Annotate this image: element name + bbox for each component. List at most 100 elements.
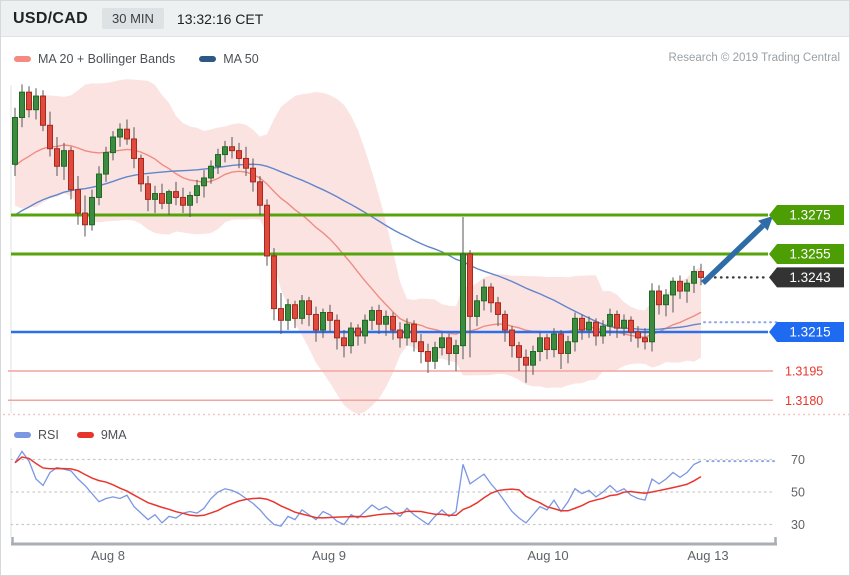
x-axis-date-label: Aug 8: [91, 548, 125, 563]
interval-selector[interactable]: 30 MIN: [102, 8, 164, 29]
candle-body: [411, 323, 417, 343]
price-badge-text: 1.3255: [789, 247, 830, 262]
candle-body: [264, 204, 270, 257]
candle-body: [117, 128, 123, 138]
legend-item-9ma: 9MA: [76, 428, 127, 442]
candle-body: [390, 315, 396, 331]
candle-body: [355, 327, 361, 337]
candle-body: [586, 321, 592, 331]
price-badge-shape: [769, 322, 844, 342]
rsi-swatch-icon: [14, 432, 31, 438]
legend-item-rsi: RSI: [14, 428, 59, 442]
candle-body: [54, 148, 60, 167]
candle-body: [488, 286, 494, 304]
price-badge-1.3275: 1.3275: [769, 205, 844, 225]
price-badge-shape: [769, 244, 844, 264]
candle-body: [12, 117, 18, 165]
candle-body: [362, 319, 368, 337]
candle-body: [439, 337, 445, 349]
legend-item-ma50: MA 50: [199, 52, 259, 66]
rsi-label: RSI: [38, 428, 59, 442]
candle-body: [194, 185, 200, 196]
x-axis-date-label: Aug 9: [312, 548, 346, 563]
candle-body: [369, 310, 375, 321]
rsi-tick-label-50: 50: [791, 486, 805, 500]
rsi-legend: RSI 9MA: [14, 428, 127, 442]
candle-body: [677, 280, 683, 292]
candle-body: [418, 341, 424, 352]
candle-body: [684, 282, 690, 292]
candle-body: [649, 290, 655, 343]
candle-body: [96, 173, 102, 198]
candle-body: [474, 300, 480, 317]
price-badge-1.3243: 1.3243: [769, 267, 844, 288]
candle-body: [110, 136, 116, 154]
ma20-bollinger-label: MA 20 + Bollinger Bands: [38, 52, 176, 66]
candle-body: [334, 319, 340, 339]
candle-body: [530, 351, 536, 366]
candle-body: [635, 331, 641, 339]
candle-body: [306, 300, 312, 315]
candle-body: [271, 255, 277, 310]
candle-body: [313, 313, 319, 331]
candle-body: [663, 294, 669, 306]
candle-body: [523, 356, 529, 366]
candle-body: [131, 138, 137, 159]
candle-body: [502, 313, 508, 331]
clock-time: 13:32:16 CET: [176, 10, 264, 27]
candle-body: [607, 313, 613, 327]
ma50-label: MA 50: [223, 52, 259, 66]
projection-arrow-head-icon: [758, 216, 773, 231]
candle-body: [600, 325, 606, 337]
candle-body: [33, 95, 39, 111]
candle-body: [26, 91, 32, 111]
candle-body: [495, 302, 501, 315]
candle-body: [544, 337, 550, 351]
x-axis-date-label: Aug 13: [687, 548, 728, 563]
ma20-bollinger-swatch-icon: [14, 56, 31, 62]
candle-body: [278, 308, 284, 321]
candles: [12, 84, 704, 383]
candle-body: [376, 310, 382, 325]
candle-body: [348, 327, 354, 347]
candle-body: [187, 195, 193, 206]
candle-body: [404, 323, 410, 339]
rsi-ma9-line: [14, 456, 702, 519]
candle-body: [327, 312, 333, 321]
price-badge-text: 1.3243: [789, 270, 830, 285]
candle-body: [432, 347, 438, 362]
candle-body: [215, 154, 221, 167]
candle-body: [341, 337, 347, 347]
rsi-tick-label-30: 30: [791, 518, 805, 532]
research-credit: Research © 2019 Trading Central: [668, 52, 840, 64]
candle-body: [642, 337, 648, 343]
candle-body: [453, 345, 459, 354]
candle-body: [61, 150, 67, 167]
rsi-line: [14, 450, 702, 527]
candle-body: [565, 341, 571, 354]
ma50-line: [14, 163, 702, 331]
projection-arrow-shaft: [701, 223, 765, 285]
candle-body: [138, 157, 144, 185]
price-badge-text: 1.3215: [789, 325, 830, 340]
candle-body: [257, 181, 263, 206]
candle-body: [516, 345, 522, 358]
candle-body: [145, 183, 151, 200]
candle-body: [124, 128, 130, 140]
price-badge-shape: [769, 267, 844, 288]
candle-body: [82, 212, 88, 226]
legend-item-ma20-bollinger: MA 20 + Bollinger Bands: [14, 52, 175, 66]
candle-body: [509, 329, 515, 347]
candle-body: [180, 196, 186, 206]
candle-body: [229, 146, 235, 152]
candle-body: [243, 157, 249, 169]
price-chart-legend: MA 20 + Bollinger Bands MA 50: [14, 52, 259, 66]
candle-body: [579, 317, 585, 331]
candle-body: [320, 312, 326, 331]
candle-body: [467, 253, 473, 317]
candle-body: [698, 271, 704, 278]
candle-body: [299, 300, 305, 319]
candle-body: [481, 286, 487, 302]
